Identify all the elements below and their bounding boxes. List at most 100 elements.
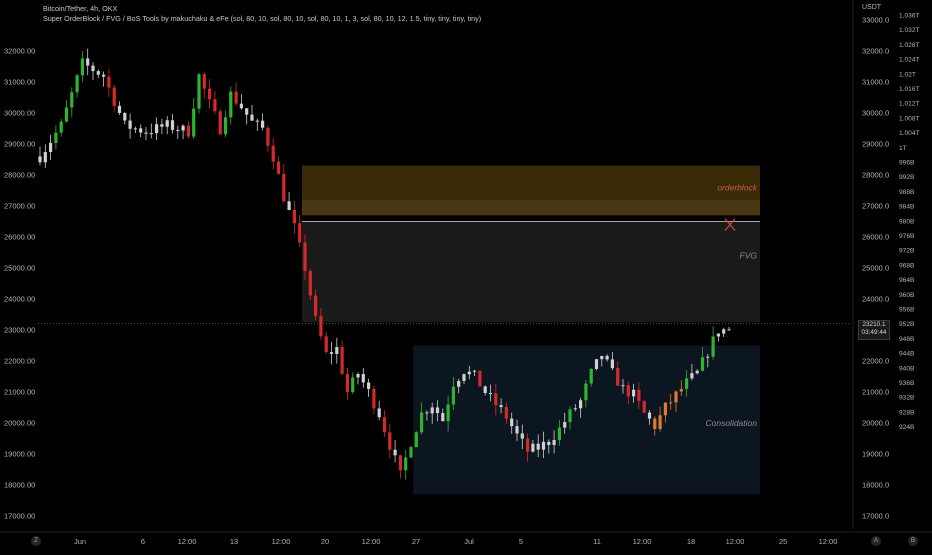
candle-body <box>610 359 614 369</box>
candle-body <box>515 426 519 434</box>
candle-body <box>446 404 450 422</box>
candle-body <box>658 415 662 430</box>
secondary-ytick-label: 952B <box>899 321 915 328</box>
secondary-ytick-label: 948B <box>899 336 915 343</box>
candle-body <box>160 124 164 127</box>
candle-body <box>722 329 726 334</box>
right-ytick-label: 18000.0 <box>862 481 889 490</box>
candle-body <box>473 370 477 372</box>
candle-body <box>223 117 228 135</box>
candle-body <box>425 412 429 414</box>
secondary-ytick-label: 960B <box>899 292 915 299</box>
secondary-ytick-label: 1.008T <box>899 115 920 122</box>
candle-body <box>600 356 604 360</box>
candle-body <box>144 132 148 134</box>
candle-body <box>467 371 471 375</box>
xtick-label: 27 <box>412 537 420 546</box>
candle-body <box>123 112 127 121</box>
candle-body <box>356 374 360 378</box>
candle-body <box>706 356 710 358</box>
xtick-label: 12:00 <box>272 537 291 546</box>
right-ytick-label: 33000.0 <box>862 16 889 25</box>
right-ytick-label: 24000.0 <box>862 295 889 304</box>
left-ytick-label: 32000.00 <box>4 47 35 56</box>
candle-body <box>621 385 625 387</box>
candle-body <box>669 402 673 404</box>
candle-body <box>239 103 243 109</box>
candle-body <box>690 373 694 379</box>
xtick-label: 13 <box>230 537 238 546</box>
candle-body <box>133 128 137 130</box>
candle-body <box>700 357 705 371</box>
candle-body <box>441 413 445 422</box>
candles-layer <box>38 48 731 480</box>
xtick-label: 5 <box>519 537 523 546</box>
candle-body <box>420 412 424 433</box>
candle-body <box>663 402 667 416</box>
xtick-label: Jun <box>74 537 86 546</box>
auto-scale-button[interactable]: A <box>871 536 881 546</box>
secondary-ytick-label: 988B <box>899 189 915 196</box>
candle-body <box>102 74 106 77</box>
candle-body <box>494 393 498 406</box>
candle-body <box>372 388 376 409</box>
candle-body <box>430 407 434 414</box>
right-ytick-label: 26000.0 <box>862 233 889 242</box>
candle-body <box>59 121 63 133</box>
candle-body <box>107 76 111 88</box>
candle-body <box>49 142 53 153</box>
xtick-label: 25 <box>779 537 787 546</box>
secondary-ytick-label: 972B <box>899 248 915 255</box>
candle-body <box>377 408 381 418</box>
candle-body <box>367 382 371 389</box>
secondary-ytick-label: 928B <box>899 409 915 416</box>
candle-body <box>716 333 720 337</box>
candle-body <box>653 418 657 430</box>
candle-body <box>261 120 265 128</box>
left-ytick-label: 26000.00 <box>4 233 35 242</box>
candle-body <box>579 400 583 409</box>
candle-body <box>86 58 90 66</box>
candle-body <box>573 408 577 410</box>
candle-body <box>255 120 259 122</box>
left-ytick-label: 17000.00 <box>4 512 35 521</box>
candle-body <box>266 127 270 146</box>
candle-body <box>234 91 238 104</box>
left-ytick-label: 27000.00 <box>4 202 35 211</box>
candle-body <box>679 388 683 392</box>
candle-body <box>647 412 652 419</box>
candle-body <box>96 71 100 75</box>
secondary-ytick-label: 944B <box>899 351 915 358</box>
candle-body <box>117 105 122 113</box>
candle-body <box>382 417 387 433</box>
right-ytick-label: 29000.0 <box>862 140 889 149</box>
candle-body <box>303 242 307 271</box>
candle-body <box>80 58 84 76</box>
secondary-ytick-label: 932B <box>899 395 915 402</box>
left-ytick-label: 29000.00 <box>4 140 35 149</box>
candle-body <box>451 386 455 405</box>
candle-body <box>510 418 514 427</box>
secondary-ytick-label: 964B <box>899 277 915 284</box>
log-scale-button[interactable]: B <box>908 536 918 546</box>
candle-body <box>568 409 572 423</box>
candle-body <box>229 91 233 118</box>
candle-body <box>319 316 323 337</box>
xtick-label: 12:00 <box>178 537 197 546</box>
currency-label: USDT <box>862 4 882 11</box>
right-ytick-label: 30000.0 <box>862 109 889 118</box>
secondary-ytick-label: 1.004T <box>899 130 920 137</box>
zone-label-fvg: FVG <box>740 251 758 261</box>
zoom-button[interactable]: Z <box>31 536 41 546</box>
candle-body <box>181 125 185 131</box>
xtick-label: 12:00 <box>819 537 838 546</box>
candle-body <box>112 87 116 106</box>
candle-body <box>38 156 42 163</box>
candle-body <box>43 152 47 163</box>
candle-body <box>298 223 302 243</box>
right-ytick-label: 19000.0 <box>862 450 889 459</box>
candle-body <box>250 114 254 121</box>
secondary-ytick-label: 1.036T <box>899 13 920 20</box>
